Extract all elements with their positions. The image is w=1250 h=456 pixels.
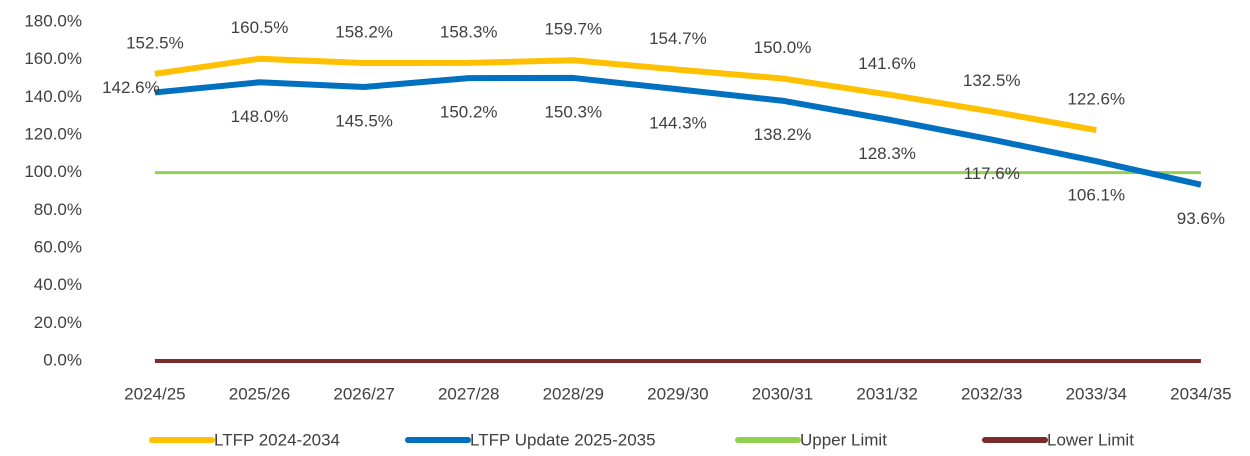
y-tick-label: 160.0% [24,49,82,68]
legend-label: Lower Limit [1047,430,1134,449]
legend-label: Upper Limit [800,430,887,449]
data-label: 141.6% [858,54,916,73]
y-tick-label: 100.0% [24,162,82,181]
x-tick-label: 2025/26 [229,384,290,403]
x-tick-label: 2034/35 [1170,384,1231,403]
data-label: 93.6% [1177,209,1225,228]
x-tick-label: 2031/32 [856,384,917,403]
data-label: 106.1% [1067,186,1125,205]
data-label: 142.6% [102,78,160,97]
legend-label: LTFP Update 2025-2035 [470,430,656,449]
x-tick-label: 2032/33 [961,384,1022,403]
x-tick-label: 2027/28 [438,384,499,403]
x-tick-label: 2033/34 [1066,384,1127,403]
data-label: 158.2% [335,23,393,42]
x-tick-label: 2024/25 [124,384,185,403]
data-label: 148.0% [231,107,289,126]
data-label: 154.7% [649,29,707,48]
data-label: 145.5% [335,111,393,130]
y-tick-label: 40.0% [34,275,82,294]
y-tick-label: 120.0% [24,124,82,143]
data-label: 138.2% [754,125,812,144]
data-label: 122.6% [1067,90,1125,109]
y-tick-label: 0.0% [43,350,82,369]
x-tick-label: 2026/27 [333,384,394,403]
data-label: 150.3% [544,102,602,121]
y-tick-label: 140.0% [24,87,82,106]
y-tick-label: 80.0% [34,200,82,219]
data-label: 159.7% [544,20,602,39]
data-label: 150.2% [440,103,498,122]
data-label: 150.0% [754,38,812,57]
x-tick-label: 2030/31 [752,384,813,403]
data-label: 152.5% [126,33,184,52]
series-line [154,55,1097,134]
legend-label: LTFP 2024-2034 [214,430,340,449]
y-tick-label: 180.0% [24,11,82,30]
y-tick-label: 60.0% [34,237,82,256]
x-tick-label: 2029/30 [647,384,708,403]
x-tick-label: 2028/29 [543,384,604,403]
y-tick-label: 20.0% [34,313,82,332]
data-label: 128.3% [858,144,916,163]
series-line [154,74,1202,188]
data-label: 117.6% [963,164,1019,183]
data-label: 144.3% [649,114,707,133]
data-label: 158.3% [440,22,498,41]
data-label: 160.5% [231,18,289,37]
data-label: 132.5% [963,71,1021,90]
